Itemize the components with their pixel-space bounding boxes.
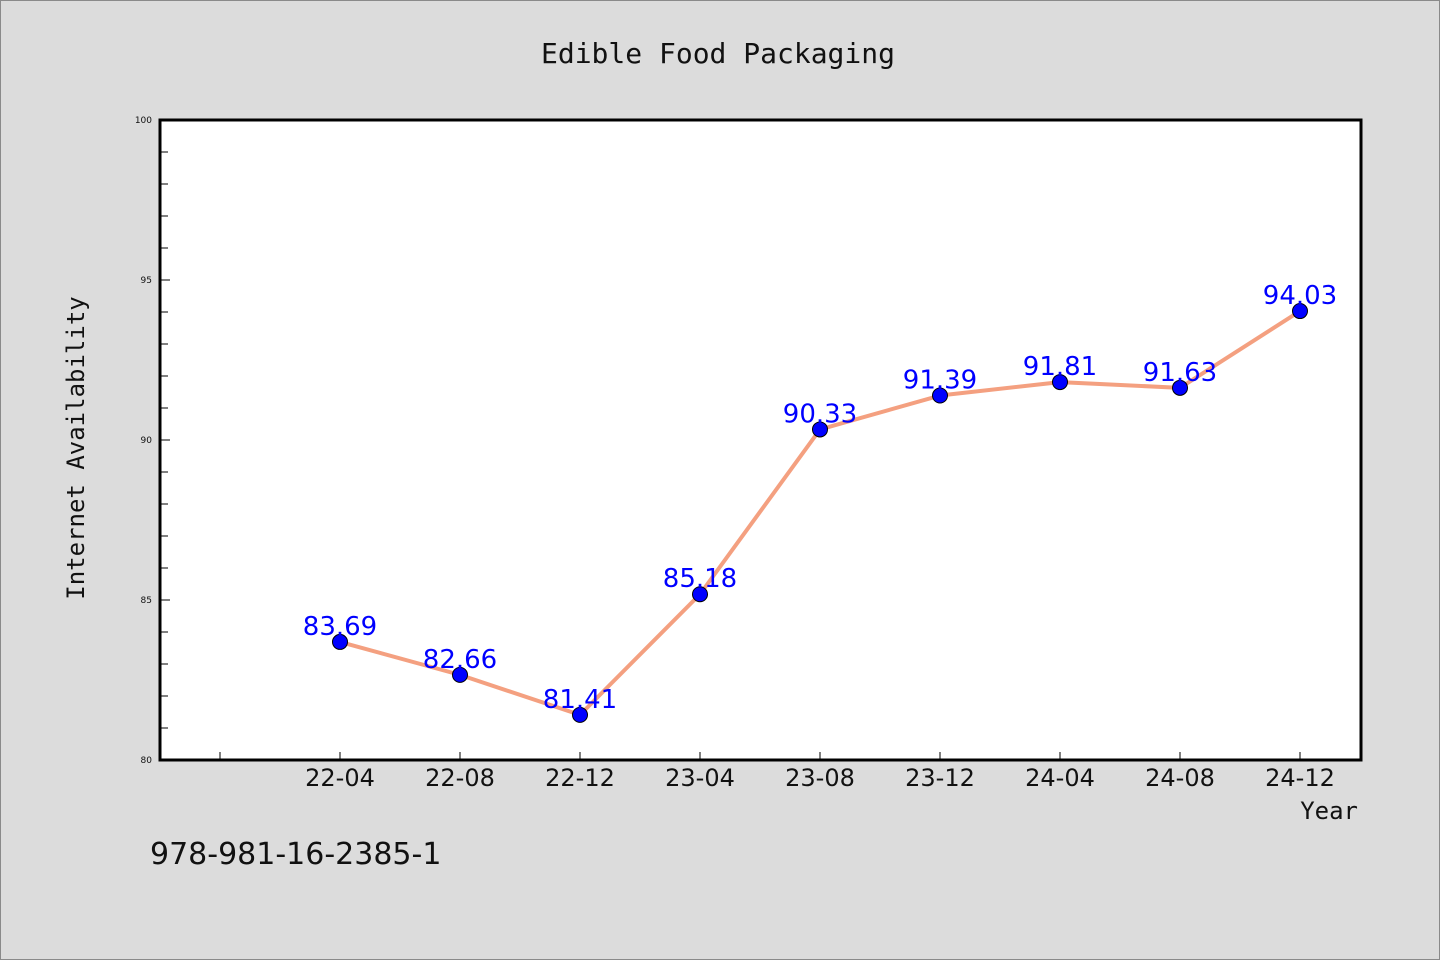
y-tick-label: 95 xyxy=(141,276,152,286)
x-tick-label: 22-12 xyxy=(545,764,615,792)
data-label: 81.41 xyxy=(543,685,617,715)
x-axis-label: Year xyxy=(1300,797,1358,825)
y-tick-label: 80 xyxy=(141,756,153,766)
data-point xyxy=(812,421,828,438)
isbn-text: 978-981-16-2385-1 xyxy=(150,837,441,872)
x-axis: 22-04 22-08 22-12 23-04 23-08 23-12 24-04 24-08… xyxy=(219,752,1335,792)
data-point xyxy=(1172,379,1188,396)
data-label: 94.03 xyxy=(1263,281,1337,311)
data-point xyxy=(332,633,348,650)
data-label: 91.63 xyxy=(1143,358,1217,388)
data-label: 91.81 xyxy=(1023,352,1097,382)
data-label: 91.39 xyxy=(903,366,977,396)
data-point xyxy=(572,706,588,723)
data-point xyxy=(692,586,708,603)
x-tick-label: 23-12 xyxy=(905,764,975,792)
plot-area xyxy=(158,118,1363,762)
x-tick-label: 24-08 xyxy=(1145,764,1215,792)
data-label: 83.69 xyxy=(303,612,377,642)
series-line-group: 83.69 82.66 81.41 85.18 90.33 91.39 91.81 91.63… xyxy=(303,281,1337,723)
y-tick-label: 85 xyxy=(141,596,152,606)
y-axis-label: Internet Availability xyxy=(62,296,90,599)
data-point xyxy=(1292,303,1308,320)
y-tick-label: 90 xyxy=(141,436,153,446)
data-point xyxy=(1052,374,1068,391)
x-tick-label: 23-04 xyxy=(665,764,735,792)
x-tick-label: 22-04 xyxy=(305,764,375,792)
data-point xyxy=(452,666,468,683)
x-tick-label: 23-08 xyxy=(785,764,855,792)
x-tick-label: 24-12 xyxy=(1265,764,1335,792)
y-axis: 80 85 90 95 100 xyxy=(135,116,170,766)
y-tick-label: 100 xyxy=(135,116,152,126)
x-tick-label: 24-04 xyxy=(1025,764,1095,792)
data-label: 90.33 xyxy=(783,399,857,429)
data-label: 82.66 xyxy=(423,645,497,675)
data-point xyxy=(932,387,948,404)
x-tick-label: 22-08 xyxy=(425,764,495,792)
data-label: 85.18 xyxy=(663,564,737,594)
chart-title: Edible Food Packaging xyxy=(541,37,895,70)
